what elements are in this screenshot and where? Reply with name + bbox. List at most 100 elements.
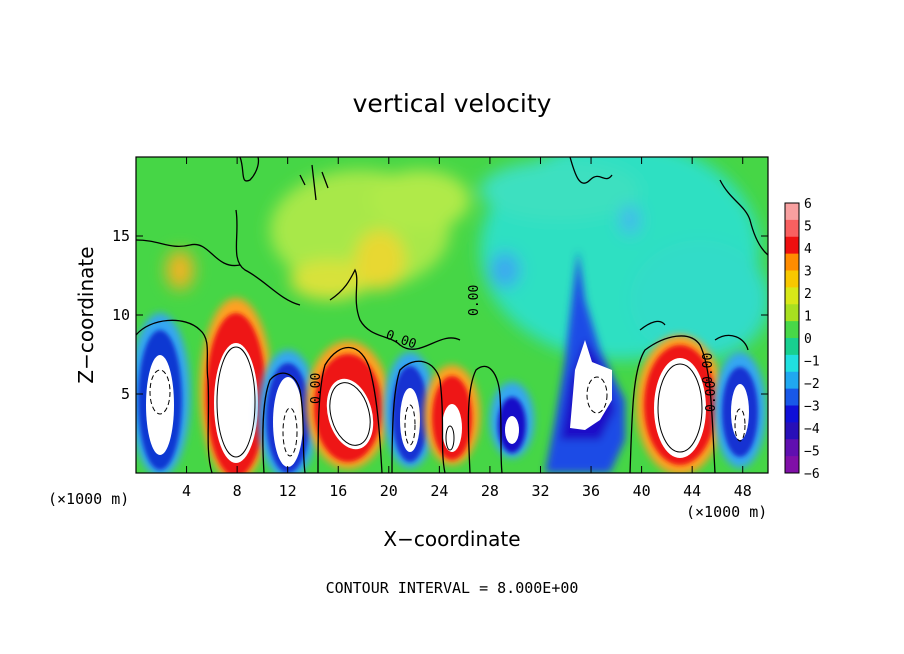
velocity-field xyxy=(136,157,768,473)
y-axis-ticks: 5 10 15 xyxy=(112,227,768,403)
cell-x47 xyxy=(714,352,766,468)
cell-x47-core xyxy=(731,384,749,440)
colorbar-frame xyxy=(784,202,800,474)
x-tick-label: 28 xyxy=(481,482,499,500)
colorbar-swatch xyxy=(785,405,799,423)
zero-contour-top-center xyxy=(299,164,329,201)
x-tick-label: 16 xyxy=(329,482,347,500)
shading-sky-blue-2 xyxy=(620,205,640,235)
shading-light-green-2 xyxy=(370,170,470,230)
shading-cyan-east-2 xyxy=(630,240,768,360)
colorbar-label: −3 xyxy=(804,400,820,415)
shading-sky-blue xyxy=(490,252,520,288)
zero-contour-mid-east xyxy=(467,365,503,473)
pos-contour-x42 xyxy=(657,363,703,453)
cell-x2 xyxy=(136,313,190,473)
zero-contours xyxy=(136,157,768,473)
colorbar-label: 6 xyxy=(804,197,812,212)
zero-contour-lower-right xyxy=(639,320,749,351)
colorbar-swatch xyxy=(785,439,799,457)
cell-x25 xyxy=(424,365,480,465)
zero-contour-central xyxy=(391,360,446,473)
x-unit-label: (×1000 m) xyxy=(48,490,129,508)
neg-contour-x2 xyxy=(149,369,171,415)
colorbar-swatch xyxy=(785,456,799,474)
colorbar-label: −2 xyxy=(804,377,820,392)
pos-contour-x16 xyxy=(329,382,371,446)
colorbar-swatch xyxy=(785,287,799,305)
zero-contour-top-right xyxy=(569,157,613,184)
shading-cyan-upper xyxy=(480,160,640,220)
shading-yellow-upper xyxy=(355,230,405,290)
x-tick-label: 44 xyxy=(683,482,701,500)
pos-contour-x8 xyxy=(216,346,256,458)
colorbar-swatch xyxy=(785,354,799,373)
colorbar-swatch xyxy=(785,321,799,339)
x-tick-label: 32 xyxy=(531,482,549,500)
dipole-cells xyxy=(136,298,766,473)
z-unit-label: (×1000 m) xyxy=(686,503,767,521)
cell-x8-core xyxy=(214,343,258,463)
zero-contour-right-edge xyxy=(719,179,768,256)
colorbar-swatch xyxy=(785,338,799,356)
x-axis-title: X−coordinate xyxy=(383,527,520,551)
colorbar-swatch xyxy=(785,203,799,221)
zero-contour-upper-left xyxy=(329,268,461,350)
neg-contour-x47 xyxy=(734,408,746,442)
zero-contour-mid-west xyxy=(629,335,716,473)
y-tick-label: 15 xyxy=(112,227,130,245)
negative-contours xyxy=(149,369,746,457)
y-axis-title: Z−coordinate xyxy=(74,246,98,383)
colorbar-swatch xyxy=(785,270,799,288)
cell-x30-core xyxy=(505,416,519,444)
colorbar-label: 4 xyxy=(804,242,812,257)
zero-contour-east-cell xyxy=(317,346,383,473)
x-tick-label: 36 xyxy=(582,482,600,500)
colorbar-label: 1 xyxy=(804,310,812,325)
field-broad-shading xyxy=(166,157,768,360)
y-tick-label: 5 xyxy=(121,385,130,403)
x-tick-label: 40 xyxy=(633,482,651,500)
colorbar-label: 2 xyxy=(804,287,812,302)
cell-x34-core xyxy=(570,340,612,430)
zero-contour-upper-west xyxy=(136,239,241,267)
colorbar-label: 3 xyxy=(804,265,812,280)
shading-yellow-mid xyxy=(290,260,370,300)
zero-contour-upper-mid xyxy=(235,209,301,306)
x-tick-label: 4 xyxy=(182,482,191,500)
zero-contour-top-left xyxy=(239,157,260,182)
cell-x16-core xyxy=(326,378,374,450)
colorbar: 6 5 4 3 2 1 0 −1 −2 −3 −4 −5 −6 xyxy=(784,197,820,482)
colorbar-label: −1 xyxy=(804,355,820,370)
colorbar-swatch xyxy=(785,219,799,238)
cell-x42-core xyxy=(654,358,706,458)
contour-label-4: 0.00 xyxy=(704,381,719,412)
cell-x30 xyxy=(490,382,534,458)
neg-contour-x12 xyxy=(282,407,298,457)
colorbar-swatch xyxy=(785,253,799,271)
y-tick-label: 10 xyxy=(112,306,130,324)
colorbar-label: 5 xyxy=(804,220,812,235)
zero-contour-west-cell xyxy=(262,372,306,473)
colorbar-swatch xyxy=(785,371,799,390)
x-tick-label: 12 xyxy=(279,482,297,500)
cell-x21-core xyxy=(400,388,420,452)
cell-x2-core xyxy=(146,355,174,455)
colorbar-swatch xyxy=(785,422,799,440)
contour-label-5: 0.00 xyxy=(701,353,716,384)
colorbar-label: −6 xyxy=(804,467,820,482)
x-tick-label: 8 xyxy=(233,482,242,500)
cell-x34 xyxy=(570,340,612,430)
colorbar-swatch xyxy=(785,304,799,322)
cell-x8 xyxy=(200,298,272,473)
pos-contour-x25 xyxy=(445,425,455,451)
contour-interval-label: CONTOUR INTERVAL = 8.000E+00 xyxy=(326,579,579,597)
colorbar-swatch xyxy=(785,236,799,255)
shading-yellow-west xyxy=(166,250,194,290)
neg-contour-x34 xyxy=(586,376,608,414)
x-tick-label: 20 xyxy=(380,482,398,500)
neg-contour-x21 xyxy=(404,404,416,446)
colorbar-swatch xyxy=(785,388,799,406)
colorbar-label: −5 xyxy=(804,445,820,460)
